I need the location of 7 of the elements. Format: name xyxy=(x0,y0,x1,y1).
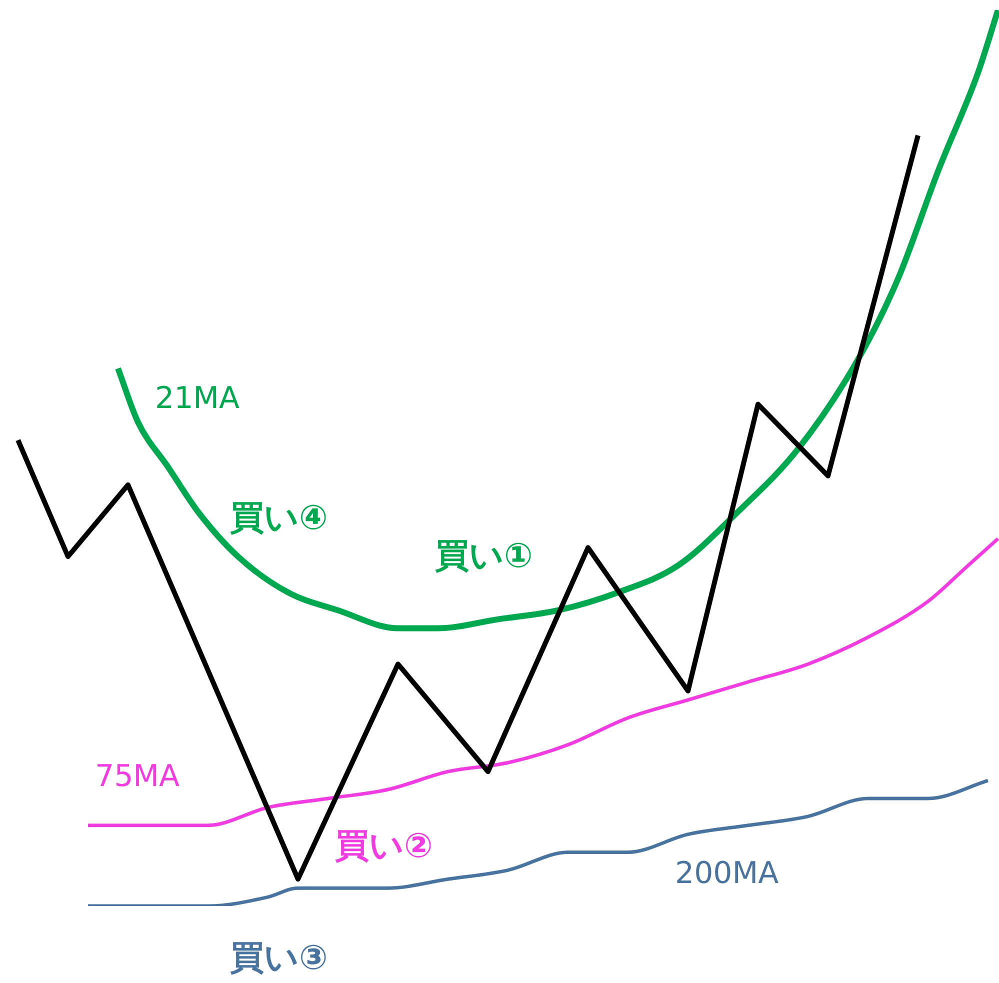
annotation: 買い① xyxy=(435,536,533,576)
series-label: 200MA xyxy=(675,856,780,891)
annotation: 買い② xyxy=(335,826,433,866)
annotation: 買い④ xyxy=(230,498,328,538)
series-label: 75MA xyxy=(95,758,180,794)
text: 買い③ xyxy=(230,938,328,978)
series-label: 21MA xyxy=(155,380,240,416)
